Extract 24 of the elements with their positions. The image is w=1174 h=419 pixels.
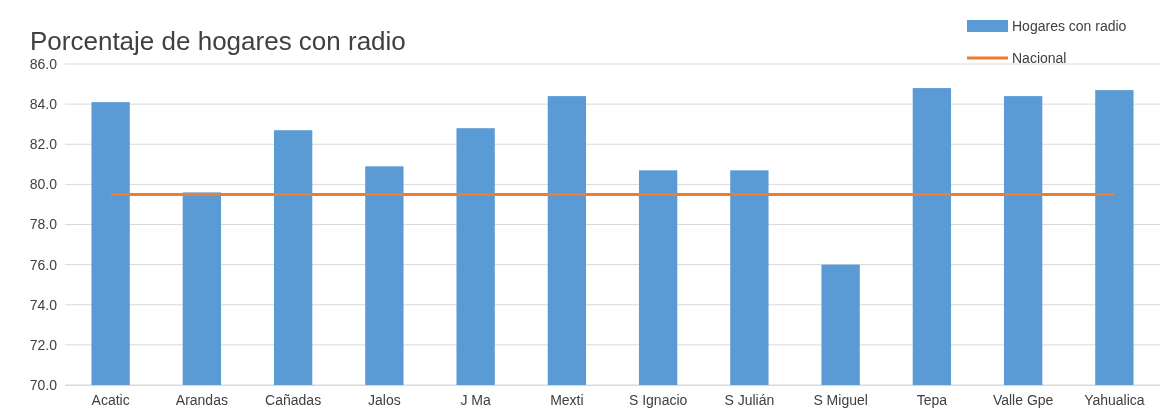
y-tick-label: 86.0 (29, 55, 58, 72)
chart-title: Porcentaje de hogares con radio (30, 26, 406, 56)
x-tick-label: Tepa (916, 391, 948, 408)
legend-label: Nacional (1012, 50, 1067, 66)
x-tick-label: Yahualica (1084, 391, 1145, 408)
x-tick-label: Arandas (175, 391, 228, 408)
y-tick-label: 78.0 (29, 216, 58, 233)
y-tick-label: 70.0 (29, 376, 58, 393)
y-tick-label: 84.0 (29, 96, 58, 113)
legend-label: Hogares con radio (1012, 18, 1127, 34)
x-tick-label: S Julián (724, 391, 775, 408)
y-tick-label: 72.0 (29, 336, 58, 353)
y-tick-label: 76.0 (29, 256, 58, 273)
x-tick-label: S Ignacio (628, 391, 688, 408)
y-tick-label: 82.0 (29, 136, 58, 153)
x-tick-label: Acatic (91, 391, 130, 408)
x-tick-label: Valle Gpe (992, 391, 1054, 408)
y-tick-label: 74.0 (29, 296, 58, 313)
x-tick-label: Mexti (550, 391, 584, 408)
x-tick-label: Cañadas (265, 391, 322, 408)
y-tick-label: 80.0 (29, 176, 58, 193)
x-tick-label: S Miguel (813, 391, 868, 408)
x-tick-label: J Ma (460, 391, 491, 408)
x-tick-label: Jalos (368, 391, 401, 408)
